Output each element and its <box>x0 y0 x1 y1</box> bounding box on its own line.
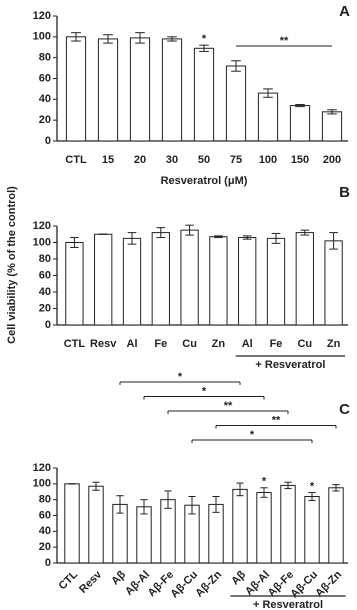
significance-marker: * <box>310 480 315 492</box>
bar <box>295 232 314 326</box>
y-tick-label: 100 <box>33 236 51 248</box>
bar <box>289 105 311 142</box>
x-tick-label: 20 <box>134 154 146 166</box>
bar <box>321 111 343 142</box>
x-tick-label: 75 <box>230 154 242 166</box>
y-tick-label: 0 <box>45 557 51 569</box>
y-tick-label: 60 <box>39 509 51 521</box>
x-tick-label: Aβ <box>229 568 248 587</box>
x-tick-label: 15 <box>102 154 114 166</box>
y-tick-label: 60 <box>39 72 51 84</box>
y-tick-label: 20 <box>39 302 51 314</box>
y-tick-label: 0 <box>45 319 51 331</box>
bar <box>160 499 176 564</box>
y-tick-label: 40 <box>39 525 51 537</box>
x-tick-label: 50 <box>198 154 210 166</box>
x-tick-label: Cu <box>182 338 197 350</box>
bar <box>225 65 247 142</box>
x-tick-label: CTL <box>64 338 86 350</box>
y-tick-label: 100 <box>33 31 51 43</box>
x-tick-label: Al <box>127 338 138 350</box>
bar <box>256 492 272 564</box>
x-tick-label: Aβ-Cu <box>168 569 200 601</box>
y-tick-label: 120 <box>33 10 51 22</box>
bar <box>64 483 80 564</box>
bar <box>193 47 215 142</box>
bar <box>151 232 170 326</box>
x-tick-label: Al <box>242 338 253 350</box>
x-tick-label: Aβ <box>109 568 128 587</box>
x-tick-label: Fe <box>270 338 283 350</box>
bar <box>304 496 320 564</box>
bar <box>129 37 151 142</box>
comparison-label: * <box>202 385 207 397</box>
comparison-label: * <box>250 429 255 441</box>
bar <box>122 237 142 326</box>
y-tick-label: 120 <box>33 220 51 232</box>
comparison-label: ** <box>224 400 233 412</box>
x-tick-label: Cu <box>297 338 312 350</box>
bar <box>94 233 113 326</box>
bar <box>208 503 224 564</box>
x-tick-label: CTL <box>65 154 87 166</box>
group-label: + Resveratrol <box>253 599 323 610</box>
y-tick-label: 100 <box>33 478 51 490</box>
y-tick-label: 80 <box>39 494 51 506</box>
significance-marker: * <box>202 33 207 45</box>
bar <box>257 92 279 142</box>
x-tick-label: Zn <box>327 338 341 350</box>
x-tick-label: 30 <box>166 154 178 166</box>
x-tick-label: Aβ-Zn <box>313 568 344 599</box>
x-tick-label: Resv <box>90 338 117 350</box>
panel-label: B <box>339 184 350 201</box>
bar <box>65 36 87 142</box>
y-tick-label: 0 <box>45 135 51 147</box>
y-tick-label: 80 <box>39 52 51 64</box>
comparison-label: ** <box>280 35 289 47</box>
bar <box>209 236 228 326</box>
y-tick-label: 60 <box>39 269 51 281</box>
bar <box>161 38 183 142</box>
comparison-label: ** <box>272 414 281 426</box>
y-tick-label: 80 <box>39 253 51 265</box>
x-tick-label: CTL <box>57 568 81 592</box>
x-tick-label: Fe <box>154 338 167 350</box>
bar <box>266 237 286 326</box>
x-tick-label: 100 <box>259 154 277 166</box>
bar <box>238 237 257 326</box>
x-tick-label: Aβ-Zn <box>193 568 224 599</box>
bar <box>324 240 343 326</box>
x-tick-label: Resv <box>77 568 105 596</box>
x-tick-label: 150 <box>291 154 309 166</box>
bar <box>97 38 119 142</box>
x-tick-label: Zn <box>212 338 226 350</box>
group-label: + Resveratrol <box>255 359 325 371</box>
bar <box>232 488 248 564</box>
y-tick-label: 40 <box>39 93 51 105</box>
bar <box>180 229 199 326</box>
bar <box>88 485 104 564</box>
bar <box>136 506 152 564</box>
y-tick-label: 20 <box>39 541 51 553</box>
y-axis-title: Cell viability (% of the control) <box>6 186 18 344</box>
y-tick-label: 40 <box>39 286 51 298</box>
bar <box>280 484 296 564</box>
significance-marker: * <box>262 476 267 488</box>
bar <box>328 487 344 564</box>
bar <box>65 242 84 326</box>
y-tick-label: 20 <box>39 114 51 126</box>
panel-label: C <box>339 401 350 418</box>
x-tick-label: 200 <box>323 154 341 166</box>
comparison-label: * <box>178 371 183 383</box>
x-axis-title: Resveratrol (μM) <box>161 175 248 187</box>
panel-label: A <box>339 3 350 20</box>
y-tick-label: 120 <box>33 462 51 474</box>
